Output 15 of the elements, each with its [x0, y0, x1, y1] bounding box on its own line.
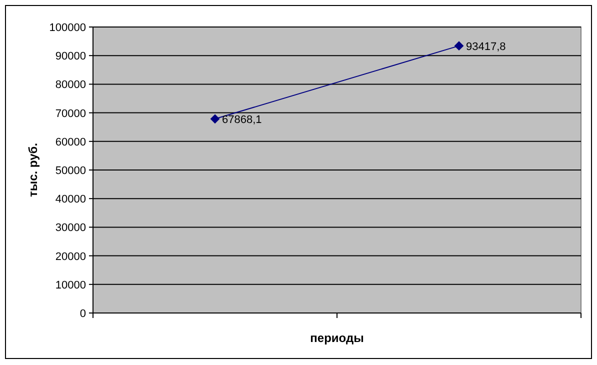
y-tick-label: 80000: [55, 79, 86, 92]
y-axis-title: тыс. руб.: [26, 142, 40, 198]
y-tick-label: 30000: [55, 222, 86, 234]
y-tick-label: 0: [80, 308, 86, 320]
y-tick-label: 50000: [55, 165, 86, 177]
y-tick-label: 60000: [55, 136, 86, 148]
y-tick-label: 90000: [55, 50, 86, 63]
y-tick-label: 20000: [55, 250, 86, 263]
y-tick-label: 10000: [55, 279, 86, 292]
y-tick-label: 100000: [49, 22, 86, 34]
data-label: 67868,1: [222, 114, 262, 126]
y-tick-label: 70000: [55, 108, 86, 120]
y-tick-label: 40000: [55, 194, 86, 206]
data-label: 93417,8: [466, 40, 506, 53]
x-axis-title: периоды: [310, 331, 364, 345]
